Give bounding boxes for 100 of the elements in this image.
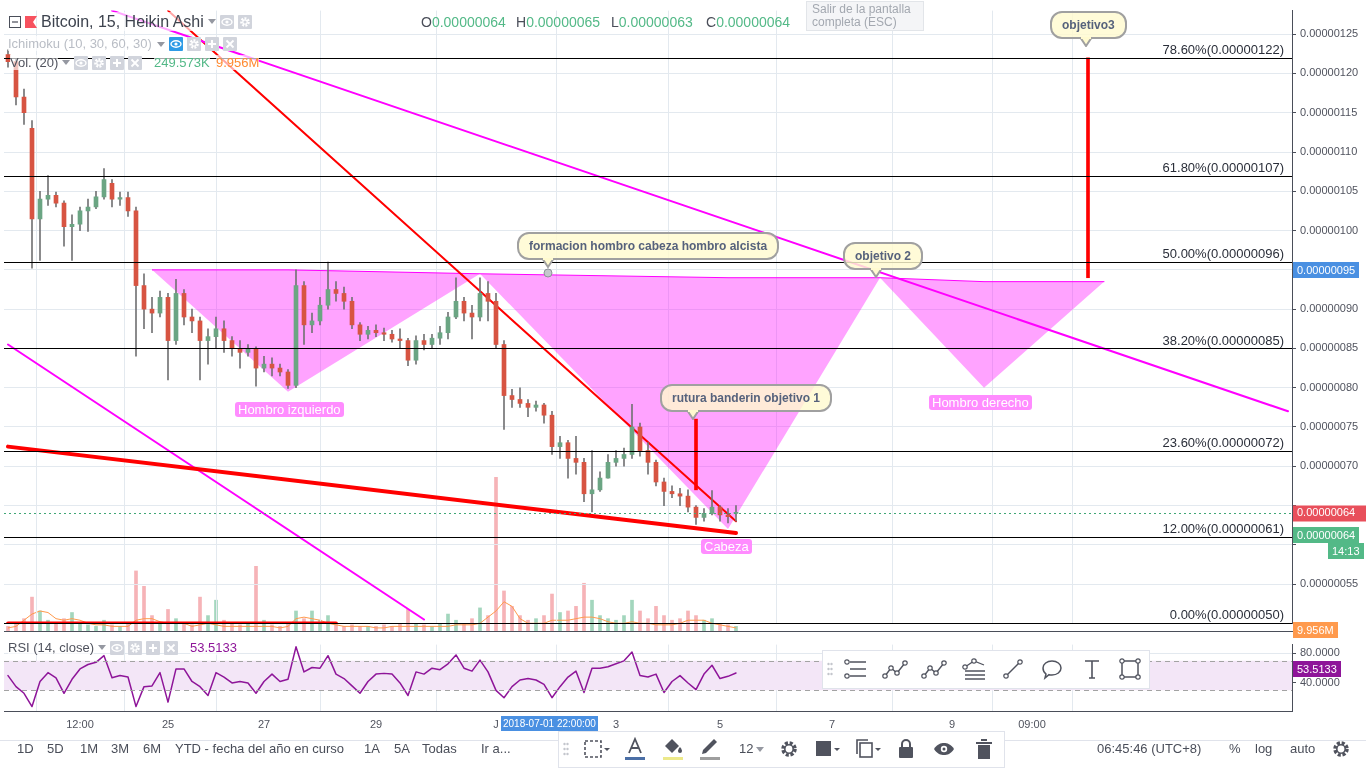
bar [694,615,698,631]
text: 0.00000095 [1293,262,1360,278]
y-tick-label: 0.00000090 [1300,302,1359,315]
bar [662,615,666,631]
text: log [1255,741,1273,757]
y-tick-label: 0.00000075 [1300,420,1359,433]
text: 3M [111,741,130,757]
candlestick [205,328,211,365]
text: Ir a... [481,741,511,757]
text: 5A [394,741,410,757]
x-tick-label: J [493,717,499,730]
text: 12 [739,741,754,757]
bar [494,477,498,631]
x-tick-label: 12:00 [66,717,94,730]
text: 1M [80,741,99,757]
bar [326,615,330,631]
annotation: rutura banderin objetivo 1 [660,384,833,412]
bar [470,618,474,631]
bar [566,610,570,631]
ref-line-label: 61.80%(0.00000107) [1162,159,1284,175]
text: 5D [47,741,64,757]
annotation: C0.00000064 [706,13,791,31]
annotation: Ichimoku (10, 30, 60, 30) [8,36,152,51]
text: 06:45:46 (UTC+8) [1097,741,1202,757]
y-tick-label: 0.00000105 [1300,184,1359,197]
text: 1D [17,741,34,757]
candlestick [517,387,523,408]
bar [590,599,594,631]
x-tick-label: 29 [369,717,383,730]
text: Todas [422,741,457,757]
chart-title: Bitcoin, 15, Heikin Ashi [41,12,204,31]
bar [630,599,634,631]
bar [206,615,210,631]
candlestick [573,436,579,475]
x-tick-label: 9 [948,717,956,730]
annotation: objetivo3 [1050,11,1127,39]
candlestick [509,388,515,408]
candlestick [333,281,339,302]
text: 6M [143,741,162,757]
text: % [1229,741,1241,757]
bar [78,622,82,631]
bar [94,626,98,631]
annotation: Salir de la pantalla completa (ESC) [806,1,924,31]
ref-line-label: 0.00000064 [1297,506,1356,519]
bar [710,618,714,631]
text: 53.5133 [1293,661,1341,677]
ref-line-label: 78.60%(0.00000122) [1162,41,1284,57]
x-tick-label: 09:00 [1018,717,1046,730]
bar [686,610,690,631]
annotation: L0.00000063 [611,13,693,31]
bar [54,622,58,631]
bar [534,618,538,631]
bar [502,590,506,631]
y-tick-label: 0.00000080 [1300,380,1359,393]
y-tick-label: 0.00000125 [1300,27,1359,40]
bar [142,586,146,631]
annotation: objetivo 2 [843,242,924,270]
ref-line-label: 23.60%(0.00000072) [1162,434,1284,450]
y-tick-label: 0.00000070 [1300,459,1359,472]
bar [558,612,562,631]
annotation: 53.5133 [190,640,237,655]
bar [622,615,626,631]
bar [30,596,34,631]
bar [510,606,514,631]
ref-line-label: 12.00%(0.00000061) [1162,521,1284,537]
annotation: Hombro derecho [929,395,1032,410]
bar [638,610,642,631]
annotation: O0.00000064 [421,13,506,31]
y-tick-label: 80.0000 [1300,646,1340,659]
text: 14:13 [1328,543,1364,559]
x-tick-label: 27 [257,717,271,730]
candlestick [485,281,491,322]
text: 0.00000064 [1293,527,1360,543]
text: 9.956M [1293,622,1338,638]
bar [598,615,602,631]
bar [166,609,170,631]
bar [654,606,658,631]
bar [446,613,450,631]
annotation: 9.956M [216,55,260,70]
bar [198,596,202,631]
ref-line-label: 0.00%(0.00000050) [1169,607,1284,623]
x-tick-label: 3 [612,717,620,730]
bar [478,607,482,631]
bar [526,619,530,631]
bar [542,615,546,631]
ref-line-label: 38.20%(0.00000085) [1162,332,1284,348]
y-tick-label: 0.00000100 [1300,223,1359,236]
annotation: 249.573K [154,55,210,70]
annotation: formacion hombro cabeza hombro alcista [517,232,780,260]
chart-title: Vol. (20) [10,55,59,70]
bar [86,624,90,631]
annotation: Hombro izquierdo [235,402,344,417]
bar [574,606,578,631]
annotation: Cabeza [701,539,752,554]
y-tick-label: 0.00000085 [1300,341,1359,354]
x-tick-label: 7 [828,717,836,730]
bar [134,570,138,631]
text: YTD - fecha del año en curso [175,741,345,757]
y-tick-label: 0.00000055 [1300,577,1359,590]
bar [678,618,682,631]
